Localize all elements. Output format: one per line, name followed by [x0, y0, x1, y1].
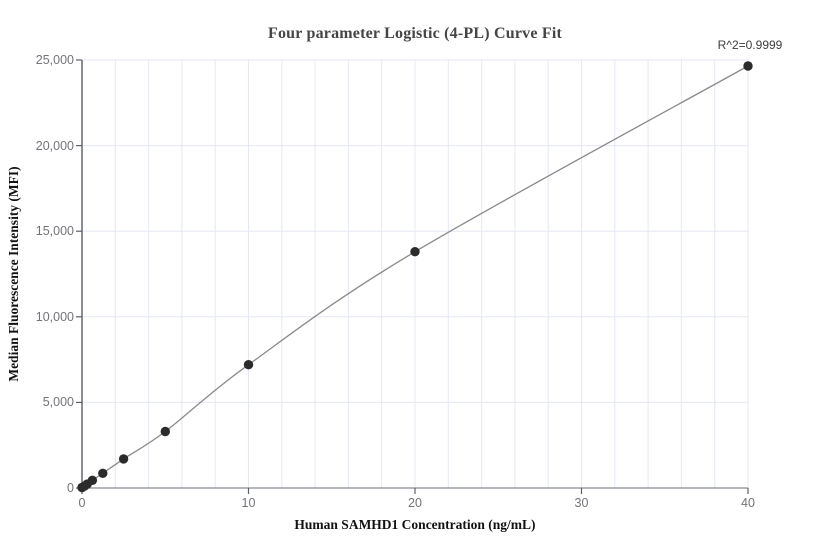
data-point: [87, 475, 98, 485]
y-tick-label: 25,000: [35, 53, 74, 67]
data-point: [160, 426, 170, 437]
r-squared-annotation: R^2=0.9999: [717, 38, 783, 52]
x-tick-label: 0: [78, 496, 86, 510]
y-tick-label: 15,000: [35, 224, 74, 239]
x-tick-label: 10: [241, 496, 256, 510]
data-point: [243, 360, 254, 370]
x-tick-label: 20: [408, 496, 422, 510]
x-tick-label: 30: [574, 496, 589, 510]
data-point: [410, 247, 420, 257]
y-tick-label: 0: [67, 481, 74, 495]
data-point: [98, 468, 108, 478]
y-tick-label: 10,000: [35, 309, 74, 324]
y-tick-label: 20,000: [35, 138, 74, 153]
y-axis-label: Median Fluorescence Intensity (MFI): [6, 166, 21, 382]
y-tick-label: 5,000: [42, 395, 74, 410]
chart-title: Four parameter Logistic (4-PL) Curve Fit: [267, 25, 562, 42]
data-point: [743, 61, 753, 71]
data-point: [118, 454, 129, 464]
x-tick-label: 40: [741, 496, 755, 510]
x-axis-label: Human SAMHD1 Concentration (ng/mL): [294, 517, 536, 532]
